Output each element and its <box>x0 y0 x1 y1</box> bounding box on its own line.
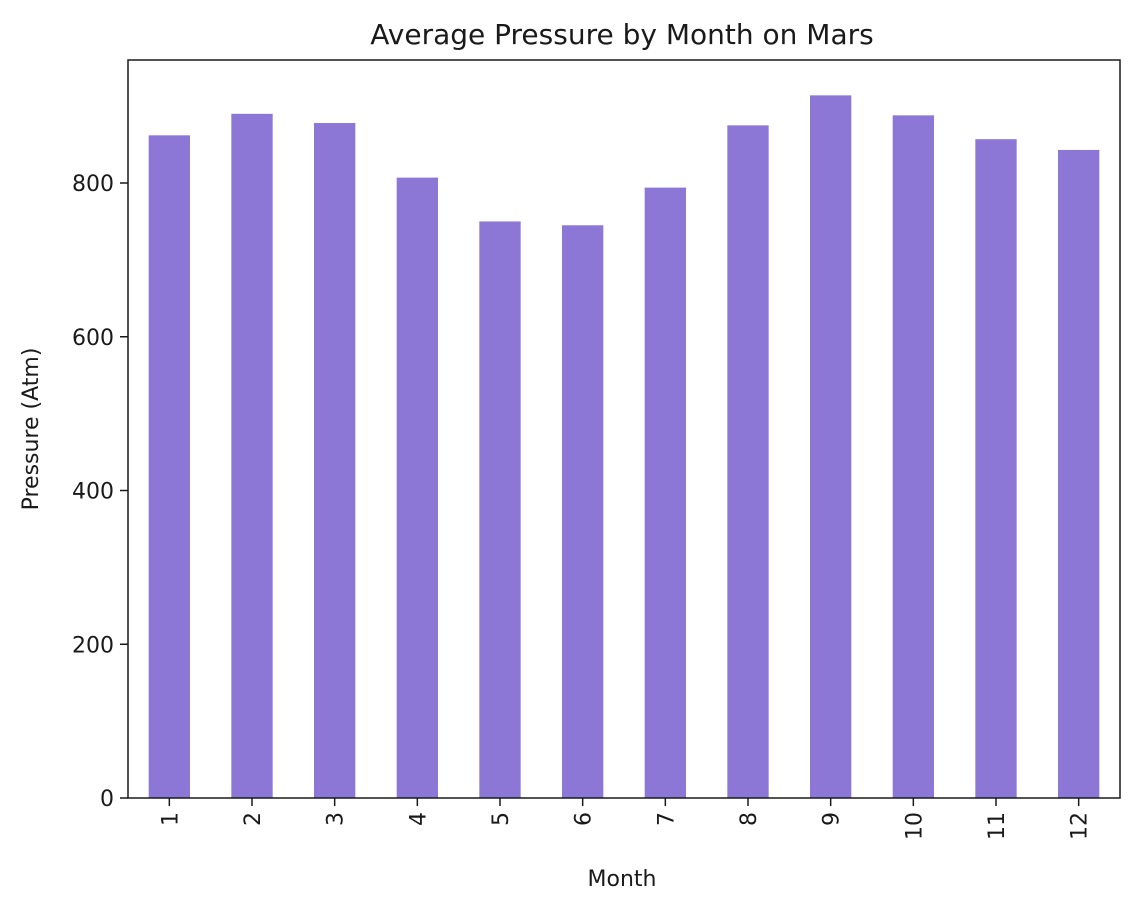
bar-month-3 <box>314 123 356 799</box>
bar-month-1 <box>148 135 190 798</box>
y-tick-label: 800 <box>72 172 114 197</box>
bar-month-9 <box>810 95 852 799</box>
x-tick-label: 11 <box>985 812 1010 840</box>
y-axis-label: Pressure (Atm) <box>19 348 44 511</box>
x-axis-label: Month <box>588 867 657 892</box>
x-tick-label: 9 <box>820 812 845 826</box>
x-tick-label: 6 <box>572 812 597 826</box>
y-tick-label: 400 <box>72 480 114 505</box>
y-tick-label: 0 <box>100 787 114 812</box>
x-tick-label: 3 <box>324 812 349 826</box>
x-tick-label: 8 <box>737 812 762 826</box>
bar-month-5 <box>479 221 521 798</box>
bar-month-4 <box>396 177 438 798</box>
bar-month-10 <box>892 115 934 799</box>
plot-frame <box>127 59 1121 799</box>
x-tick-label: 2 <box>241 812 266 826</box>
y-tick-label: 200 <box>72 633 114 658</box>
x-tick-label: 7 <box>654 812 679 826</box>
x-tick-label: 12 <box>1068 812 1093 840</box>
bars <box>148 95 1100 799</box>
bar-month-6 <box>562 225 604 798</box>
x-tick-label: 5 <box>489 812 514 826</box>
y-tick-label: 600 <box>72 326 114 351</box>
y-axis-ticks: 0 200 400 600 800 <box>72 172 128 812</box>
bar-month-7 <box>644 187 686 799</box>
x-tick-label: 10 <box>902 812 927 840</box>
x-tick-label: 1 <box>158 812 183 826</box>
bar-month-8 <box>727 125 769 798</box>
x-tick-label: 4 <box>406 812 431 826</box>
bar-month-2 <box>231 113 273 798</box>
bar-month-12 <box>1058 149 1100 799</box>
bar-month-11 <box>975 139 1017 798</box>
x-axis-ticks: 1 2 3 4 5 6 7 8 9 10 11 12 <box>158 798 1093 840</box>
chart-title: Average Pressure by Month on Mars <box>370 18 873 51</box>
